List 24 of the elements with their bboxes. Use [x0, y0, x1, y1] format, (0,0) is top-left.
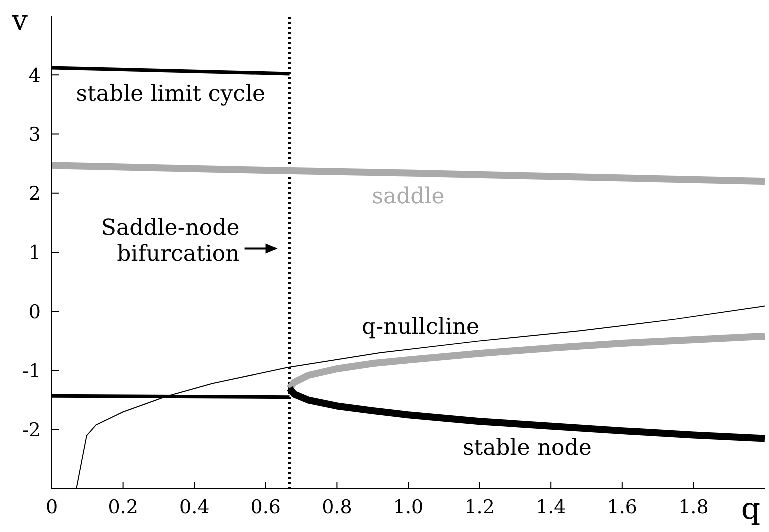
x-tick-label: 0.2 — [108, 496, 138, 518]
y-axis-title: v — [11, 4, 28, 37]
x-tick-label: 0.8 — [322, 496, 352, 518]
y-tick-label: 4 — [28, 64, 41, 87]
y-tick-label: 3 — [28, 124, 41, 146]
x-tick-label: 0.4 — [179, 496, 210, 518]
y-tick-label: -2 — [22, 420, 41, 442]
x-axis-title: q — [741, 492, 761, 527]
series-label: saddle — [372, 184, 445, 210]
x-tick-label: 0.6 — [250, 496, 282, 518]
ref-line-label: Saddle-node bifurcation — [101, 216, 240, 267]
y-tick-label: 1 — [28, 242, 41, 264]
x-tick-label: 1.6 — [607, 496, 638, 518]
y-tick-label: -1 — [22, 360, 41, 382]
y-tick-label: 0 — [28, 301, 41, 324]
series-label: q-nullcline — [362, 315, 480, 340]
y-tick-label: 2 — [28, 183, 41, 206]
x-tick-label: 1.8 — [678, 496, 709, 518]
x-tick-label: 1.4 — [536, 496, 566, 518]
series-label: stable limit cycle — [76, 82, 266, 107]
x-tick-label: 0 — [46, 496, 58, 518]
series-label: stable node — [462, 436, 592, 461]
x-tick-label: 1.0 — [393, 496, 424, 518]
x-tick-label: 1.2 — [464, 496, 495, 518]
